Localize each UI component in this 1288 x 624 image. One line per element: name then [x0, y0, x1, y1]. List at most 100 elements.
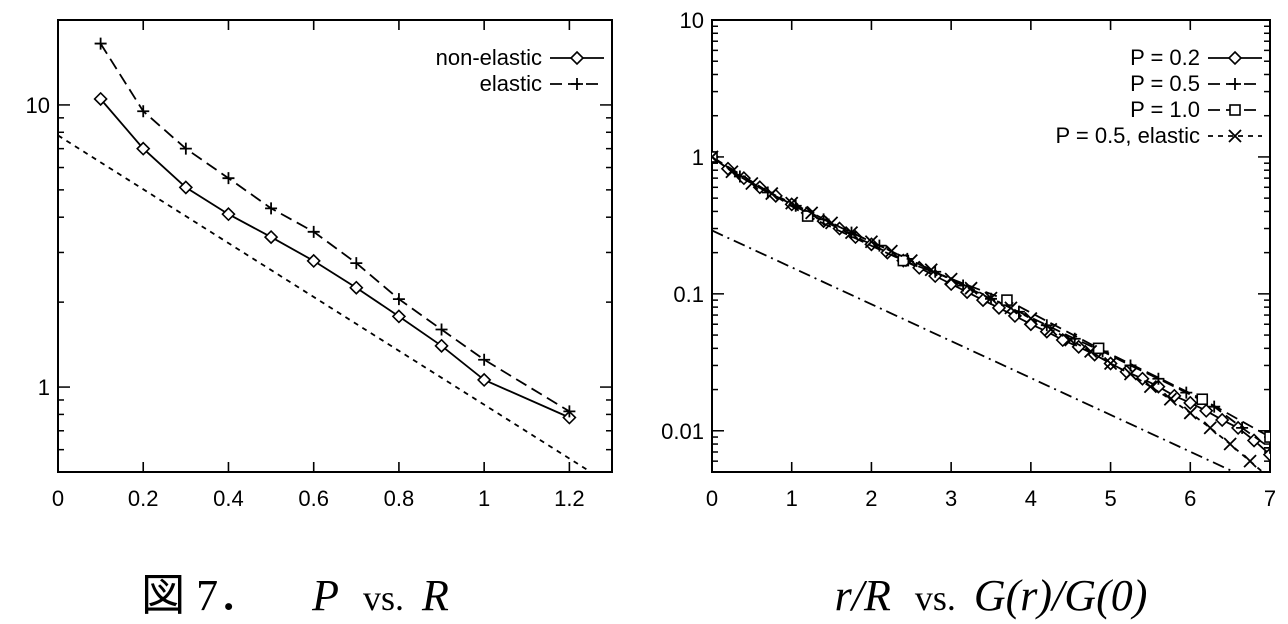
- data-point-series-2: [478, 353, 491, 366]
- legend-marker: [569, 50, 585, 66]
- x-tick-label: 0.8: [384, 486, 415, 511]
- x-tick-label: 1.2: [554, 486, 585, 511]
- caption-x-variable: P: [311, 571, 339, 620]
- data-point-series-1: [1055, 332, 1070, 348]
- data-point-series-4: [805, 206, 819, 220]
- data-point-series-1: [1135, 371, 1150, 386]
- data-point-series-4: [1143, 380, 1158, 394]
- legend-marker: [1229, 104, 1241, 116]
- legend-label: P = 0.2: [1130, 45, 1200, 70]
- data-point-series-1: [136, 141, 151, 156]
- data-point-series-1: [306, 253, 321, 269]
- x-tick-label: 0: [52, 486, 64, 511]
- data-point-series-1: [434, 338, 449, 353]
- series-line-2: [99, 43, 570, 413]
- series-line-5: [712, 229, 1235, 472]
- data-point-series-4: [824, 216, 839, 230]
- data-point-series-4: [725, 165, 739, 179]
- x-tick-label: 6: [1184, 486, 1196, 511]
- x-tick-label: 0.2: [128, 486, 159, 511]
- legend-label: P = 0.5, elastic: [1055, 123, 1200, 148]
- series-layer: [58, 37, 592, 472]
- plot-frame: [711, 19, 1271, 473]
- legend-label: P = 0.5: [1130, 71, 1200, 96]
- figure-caption: r/R vs. G(r)/G(0): [835, 571, 1148, 620]
- data-point-series-4: [712, 150, 719, 164]
- data-point-series-4: [745, 176, 759, 191]
- data-point-series-4: [1203, 421, 1217, 435]
- data-point-series-3: [897, 254, 910, 267]
- x-tick-label: 3: [945, 486, 957, 511]
- y-tick-label: 10: [26, 93, 50, 118]
- caption-y-variable: G(r)/G(0): [974, 571, 1148, 620]
- x-tick-label: 0.6: [298, 486, 329, 511]
- data-point-series-4: [1123, 367, 1138, 381]
- data-point-series-1: [1199, 403, 1214, 418]
- data-point-series-4: [1223, 437, 1237, 451]
- data-point-series-4: [944, 272, 958, 286]
- x-tick-label: 1: [478, 486, 490, 511]
- x-tick-label: 2: [865, 486, 877, 511]
- data-point-series-4: [1004, 301, 1018, 315]
- data-point-series-4: [1264, 471, 1266, 472]
- data-point-series-2: [1264, 441, 1270, 454]
- x-tick-label: 4: [1025, 486, 1037, 511]
- y-tick-label: 0.01: [661, 419, 704, 444]
- legend-marker: [1229, 78, 1241, 90]
- data-point-series-1: [1215, 412, 1230, 428]
- x-tick-label: 1: [786, 486, 798, 511]
- data-point-series-2: [222, 172, 235, 185]
- plot-frame: [57, 19, 613, 473]
- series-line-1: [99, 98, 570, 419]
- legend-marker: [1227, 50, 1243, 66]
- legend-label: elastic: [480, 71, 542, 96]
- caption-vs: vs.: [363, 578, 404, 618]
- legend-label: P = 1.0: [1130, 97, 1200, 122]
- data-point-series-1: [93, 91, 108, 107]
- caption-vs: vs.: [915, 578, 956, 618]
- data-point-series-3: [1264, 431, 1270, 443]
- data-point-series-1: [562, 410, 577, 425]
- data-point-series-4: [984, 291, 998, 305]
- data-point-series-2: [350, 257, 363, 270]
- caption-x-variable: r/R: [835, 571, 891, 620]
- data-point-series-2: [179, 142, 192, 155]
- y-tick-label: 1: [38, 375, 50, 400]
- x-tick-label: 7: [1264, 486, 1276, 511]
- data-point-series-3: [1092, 342, 1105, 355]
- chart-2: 0 1 2 3 4 5 6 7 0.01 0.1 1 10 P = 0.2P = 0.5P = 1.0P…: [661, 8, 1276, 620]
- data-point-series-1: [864, 237, 879, 252]
- data-point-series-4: [924, 263, 938, 277]
- data-point-series-2: [435, 323, 448, 336]
- data-point-series-4: [1024, 311, 1038, 326]
- data-point-series-2: [1180, 386, 1193, 399]
- data-point-series-1: [391, 309, 407, 324]
- data-point-series-3: [1196, 393, 1209, 406]
- data-point-series-2: [392, 293, 405, 306]
- data-point-series-1: [975, 292, 991, 308]
- data-point-series-4: [1064, 333, 1078, 347]
- data-point-series-4: [844, 225, 859, 240]
- caption-y-variable: R: [421, 571, 449, 620]
- data-point-series-1: [349, 280, 364, 295]
- data-point-series-4: [964, 281, 978, 295]
- data-point-series-4: [1044, 322, 1058, 337]
- series-line-3: [58, 134, 592, 472]
- data-point-series-1: [263, 229, 279, 245]
- data-point-series-3: [712, 151, 718, 163]
- data-point-series-2: [307, 225, 320, 238]
- data-point-series-4: [765, 186, 779, 201]
- x-tick-label: 5: [1104, 486, 1116, 511]
- data-point-series-4: [1084, 344, 1098, 359]
- data-point-series-4: [1183, 406, 1197, 420]
- data-point-series-2: [265, 202, 278, 215]
- data-point-series-2: [1236, 421, 1249, 434]
- data-point-series-1: [221, 207, 236, 222]
- data-point-series-2: [137, 105, 150, 118]
- data-point-series-4: [904, 253, 918, 268]
- data-point-series-4: [884, 244, 898, 258]
- data-point-series-2: [94, 37, 107, 50]
